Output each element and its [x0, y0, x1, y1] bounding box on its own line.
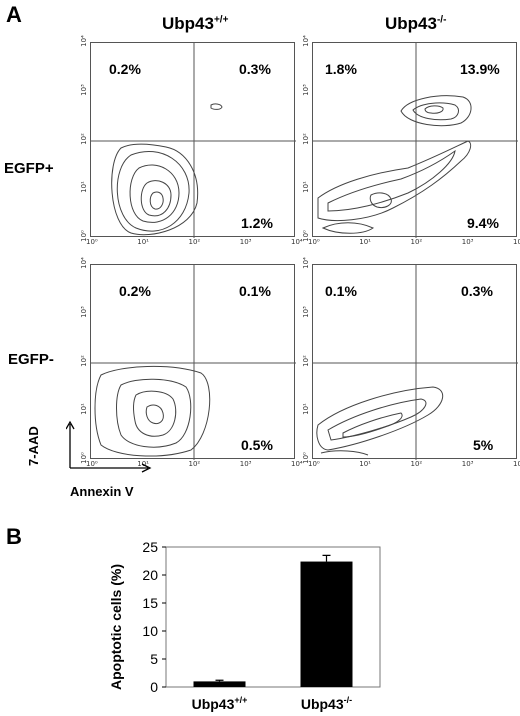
panel-b-letter: B	[6, 524, 22, 549]
y-tick-label: 10³	[79, 83, 88, 96]
y-tick-label: 10⁴	[79, 35, 88, 47]
x-tick-label: 10³	[461, 238, 474, 246]
x-tick-label: 10⁰	[308, 460, 320, 468]
quadrant-top-left-pct: 1.8%	[325, 61, 357, 77]
x-tick-label: 10²	[188, 460, 201, 468]
bar-chart-frame	[165, 546, 381, 688]
column-header-knockout-sup: -/-	[436, 14, 447, 26]
column-header-knockout-base: Ubp43	[385, 14, 437, 33]
x-tick-label: 10²	[410, 238, 423, 246]
quadrant-top-right-pct: 0.3%	[239, 61, 271, 77]
column-header-wildtype-sup: +/+	[213, 14, 229, 26]
quadrant-top-left-pct: 0.2%	[119, 283, 151, 299]
axis-arrows	[66, 420, 152, 473]
quadrant-top-left-pct: 0.2%	[109, 61, 141, 77]
x-category-label-0: Ubp43+/+	[192, 695, 248, 712]
x-tick-label: 10⁰	[86, 238, 98, 246]
y-tick-label: 10⁰	[79, 230, 88, 242]
x-tick-label: 10⁴	[513, 460, 520, 468]
x-tick-label: 10⁴	[513, 238, 520, 246]
contour-plot-egfp-pos-wt	[91, 43, 296, 238]
row-header-egfp-negative: EGFP-	[8, 351, 54, 368]
quadrant-bottom-right-pct: 1.2%	[241, 215, 273, 231]
bar-0	[193, 681, 246, 687]
quadrant-top-right-pct: 0.3%	[461, 283, 493, 299]
y-tick-label: 5	[150, 651, 158, 667]
y-tick-label: 10³	[301, 83, 310, 96]
quadrant-top-right-pct: 13.9%	[460, 61, 500, 77]
y-tick-label: 10³	[301, 305, 310, 318]
x-tick-label: 10¹	[137, 238, 149, 246]
y-tick-label: 15	[142, 595, 158, 611]
y-tick-label: 20	[142, 567, 158, 583]
y-tick-label: 10²	[301, 132, 310, 145]
y-tick-label: 10³	[79, 305, 88, 318]
y-tick-label: 10¹	[79, 403, 88, 416]
flow-plot-egfp-neg-wt: 0.2% 0.1% 0.5%	[90, 264, 296, 460]
bar-chart-ylabel: Apoptotic cells (%)	[108, 563, 124, 690]
flow-plot-egfp-neg-ko: 0.1% 0.3% 5%	[312, 264, 518, 460]
bar-chart: 0 5 10 15 20 25 Ubp43+/+ Ubp43-/-	[142, 539, 381, 712]
column-header-wildtype-base: Ubp43	[162, 14, 214, 33]
x-tick-label: 10³	[461, 460, 474, 468]
x-tick-label: 10³	[239, 238, 252, 246]
x-tick-label: 10⁰	[308, 238, 320, 246]
y-tick-label: 10	[142, 623, 158, 639]
quadrant-top-left-pct: 0.1%	[325, 283, 357, 299]
flow-plot-egfp-pos-wt: 0.2% 0.3% 1.2%	[90, 42, 296, 238]
flow-plot-egfp-pos-ko: 1.8% 13.9% 9.4%	[312, 42, 518, 238]
column-header-knockout: Ubp43-/-	[385, 14, 446, 34]
y-tick-label: 10¹	[79, 181, 88, 194]
x-tick-label: 10¹	[359, 238, 371, 246]
error-bar-1	[322, 554, 331, 562]
quadrant-top-right-pct: 0.1%	[239, 283, 271, 299]
x-tick-label: 10²	[410, 460, 423, 468]
x-axis-title-annexin: Annexin V	[70, 484, 134, 499]
y-tick-label: 10²	[301, 354, 310, 367]
contour-plot-egfp-pos-ko	[313, 43, 518, 238]
y-tick-label: 10¹	[301, 403, 310, 416]
x-tick-label: 10⁴	[291, 238, 303, 246]
y-tick-label: 10⁰	[301, 230, 310, 242]
y-axis-title-7aad: 7-AAD	[26, 426, 41, 466]
y-tick-label: 25	[142, 539, 158, 555]
y-tick-label: 10²	[79, 354, 88, 367]
y-tick-label: 10⁰	[301, 452, 310, 464]
x-tick-label: 10⁰	[86, 460, 98, 468]
panel-a-letter: A	[6, 2, 22, 27]
quadrant-bottom-right-pct: 9.4%	[467, 215, 499, 231]
y-tick-label: 10²	[79, 132, 88, 145]
x-tick-label: 10²	[188, 238, 201, 246]
column-header-wildtype: Ubp43+/+	[162, 14, 228, 34]
x-category-label-1: Ubp43-/-	[301, 695, 352, 712]
y-tick-label: 0	[150, 679, 158, 695]
y-tick-label: 10¹	[301, 181, 310, 194]
quadrant-bottom-right-pct: 5%	[473, 437, 494, 453]
contour-plot-egfp-neg-ko	[313, 265, 518, 460]
x-tick-label: 10³	[239, 460, 252, 468]
contour-plot-egfp-neg-wt	[91, 265, 296, 460]
error-bar-0	[215, 679, 224, 682]
row-header-egfp-positive: EGFP+	[4, 160, 54, 177]
x-tick-label: 10⁴	[291, 460, 303, 468]
y-tick-label: 10⁴	[301, 257, 310, 269]
y-tick-label: 10⁴	[301, 35, 310, 47]
x-tick-label: 10¹	[359, 460, 371, 468]
bar-1	[300, 561, 353, 687]
quadrant-bottom-right-pct: 0.5%	[241, 437, 273, 453]
y-tick-label: 10⁴	[79, 257, 88, 269]
